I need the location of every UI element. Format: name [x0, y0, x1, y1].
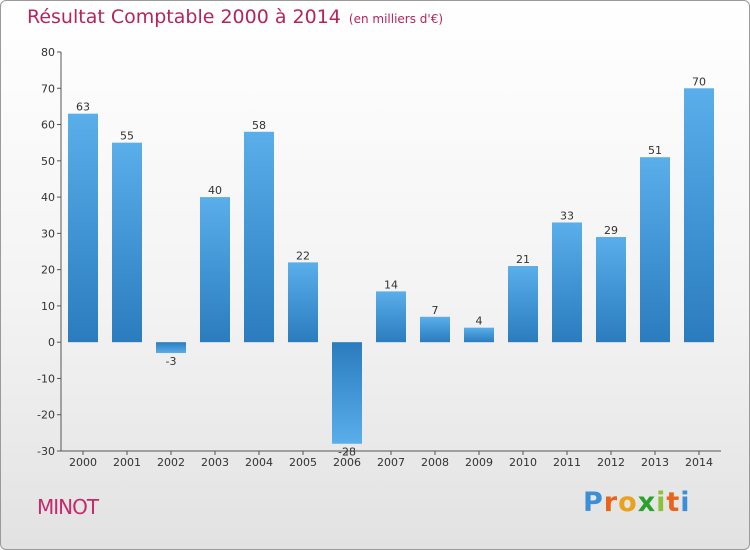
chart-subtitle: (en milliers d'€): [348, 12, 444, 26]
x-tick-label-2004: 2004: [245, 456, 273, 469]
bar-2008: [420, 316, 450, 343]
bar-2002: [156, 342, 186, 354]
bar-2011: [552, 222, 582, 343]
logo-letter: o: [618, 487, 638, 518]
bar-2005: [288, 262, 318, 343]
x-tick-label-2011: 2011: [553, 456, 581, 469]
y-tick-label: 50: [41, 155, 55, 168]
y-tick-label: 20: [41, 264, 55, 277]
bar-2010: [508, 266, 538, 343]
data-label-2014: 70: [692, 75, 706, 88]
logo-letter: x: [637, 487, 657, 518]
logo-letter: t: [666, 487, 681, 518]
data-label-2006: -28: [338, 446, 356, 459]
x-tick-label-2010: 2010: [509, 456, 537, 469]
data-label-2002: -3: [166, 355, 177, 368]
logo-letter: i: [656, 487, 667, 518]
chart-title-text: Résultat Comptable 2000 à 2014: [27, 6, 341, 28]
data-label-2012: 29: [604, 224, 618, 237]
bar-2000: [68, 113, 98, 343]
x-tick-label-2001: 2001: [113, 456, 141, 469]
chart-title: Résultat Comptable 2000 à 2014 (en millie…: [27, 6, 443, 28]
bar-2003: [200, 197, 230, 343]
y-tick-label: 60: [41, 119, 55, 132]
data-label-2005: 22: [296, 249, 310, 262]
data-label-2009: 4: [476, 315, 483, 328]
x-tick-label-2005: 2005: [289, 456, 317, 469]
data-label-2003: 40: [208, 184, 222, 197]
y-tick-label: -10: [37, 372, 55, 385]
data-label-2001: 55: [120, 130, 134, 143]
town-name: MINOT: [37, 495, 99, 519]
y-tick-label: 30: [41, 227, 55, 240]
data-label-2013: 51: [648, 144, 662, 157]
x-tick-label-2008: 2008: [421, 456, 449, 469]
bar-2012: [596, 236, 626, 343]
x-tick-label-2014: 2014: [685, 456, 713, 469]
bar-2004: [244, 131, 274, 343]
bar-2006: [332, 342, 362, 444]
x-tick-label-2013: 2013: [641, 456, 669, 469]
data-label-2008: 7: [432, 304, 439, 317]
x-tick-label-2012: 2012: [597, 456, 625, 469]
data-label-2000: 63: [76, 101, 90, 114]
bar-2014: [684, 88, 714, 343]
logo-letter: P: [583, 487, 604, 518]
x-tick-label-2006: 2006: [333, 456, 361, 469]
data-label-2010: 21: [516, 253, 530, 266]
bar-2013: [640, 157, 670, 343]
y-tick-label: 80: [41, 46, 55, 59]
x-tick-label-2007: 2007: [377, 456, 405, 469]
y-tick-label: -20: [37, 409, 55, 422]
data-label-2011: 33: [560, 209, 574, 222]
y-tick-label: 10: [41, 300, 55, 313]
y-tick-label: 40: [41, 191, 55, 204]
y-tick-label: 70: [41, 82, 55, 95]
x-tick-label-2000: 2000: [69, 456, 97, 469]
logo-letter: i: [680, 487, 691, 518]
x-tick-label-2003: 2003: [201, 456, 229, 469]
x-tick-label-2002: 2002: [157, 456, 185, 469]
x-tick-label-2009: 2009: [465, 456, 493, 469]
proxiti-logo: Proxiti: [583, 487, 691, 518]
data-label-2007: 14: [384, 278, 398, 291]
bar-2009: [464, 327, 494, 343]
y-tick-label: -30: [37, 445, 55, 458]
bar-2001: [112, 142, 142, 343]
logo-letter: r: [603, 487, 619, 518]
bar-2007: [376, 291, 406, 343]
data-label-2004: 58: [252, 119, 266, 132]
y-tick-label: 0: [48, 336, 55, 349]
